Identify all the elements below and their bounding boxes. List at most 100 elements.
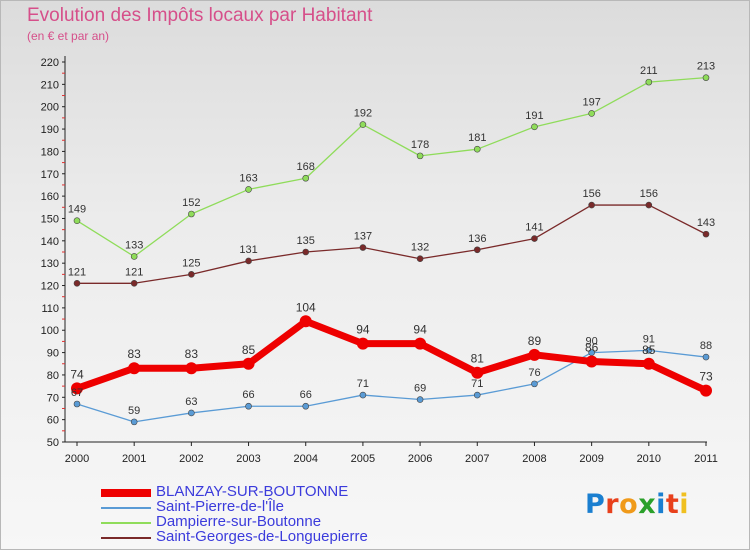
data-point xyxy=(245,257,252,265)
y-tick-label: 70 xyxy=(47,392,59,404)
y-tick-label: 220 xyxy=(41,57,59,69)
data-label: 125 xyxy=(182,257,200,269)
data-point xyxy=(416,255,424,263)
data-label: 74 xyxy=(70,367,84,381)
data-label: 156 xyxy=(640,188,658,200)
data-label: 63 xyxy=(185,396,197,408)
data-label: 132 xyxy=(411,242,429,254)
data-label: 71 xyxy=(471,378,483,390)
x-tick-label: 2011 xyxy=(694,453,718,465)
data-point xyxy=(531,123,538,131)
data-point xyxy=(128,362,141,375)
data-point xyxy=(585,355,598,368)
data-label: 135 xyxy=(297,235,315,247)
data-label: 133 xyxy=(125,239,143,251)
data-label: 59 xyxy=(128,405,140,417)
data-label: 66 xyxy=(242,389,254,401)
data-point xyxy=(645,347,653,354)
data-label: 83 xyxy=(128,347,142,361)
data-point xyxy=(188,409,195,417)
data-point xyxy=(702,230,710,238)
legend-swatch xyxy=(101,537,151,539)
legend-label: Dampierre-sur-Boutonne xyxy=(156,513,322,530)
data-label: 136 xyxy=(468,233,486,245)
y-tick-label: 60 xyxy=(47,415,59,427)
y-tick-label: 50 xyxy=(47,437,59,449)
data-label: 73 xyxy=(699,370,713,384)
data-point xyxy=(645,78,653,86)
data-point xyxy=(642,357,655,370)
data-point xyxy=(473,391,481,399)
series-line xyxy=(76,349,707,423)
data-label: 85 xyxy=(642,343,656,357)
data-point xyxy=(130,279,138,287)
x-tick-label: 2001 xyxy=(122,453,146,465)
chart-subtitle: (en € et par an) xyxy=(27,29,110,43)
y-tick-label: 110 xyxy=(41,303,59,315)
data-label: 81 xyxy=(471,352,485,366)
data-label: 86 xyxy=(585,341,599,355)
y-tick-label: 150 xyxy=(41,213,59,225)
y-tick-label: 200 xyxy=(41,102,59,114)
data-label: 71 xyxy=(357,378,369,390)
data-label: 152 xyxy=(182,197,200,209)
data-label: 192 xyxy=(354,108,372,120)
data-label: 66 xyxy=(300,389,312,401)
data-point xyxy=(71,382,83,395)
data-label: 178 xyxy=(411,139,429,151)
legend-swatch xyxy=(101,507,151,509)
y-tick-label: 180 xyxy=(41,146,59,158)
legend-label: Saint-Pierre-de-l'Île xyxy=(156,498,284,515)
x-tick-label: 2007 xyxy=(465,453,489,465)
legend-swatch xyxy=(101,489,151,497)
y-tick-label: 120 xyxy=(41,281,59,293)
data-label: 213 xyxy=(697,61,715,73)
x-tick-label: 2008 xyxy=(522,453,546,465)
data-label: 131 xyxy=(239,244,257,256)
data-label: 83 xyxy=(185,347,199,361)
data-point xyxy=(73,400,81,408)
data-point xyxy=(416,152,424,160)
x-tick-label: 2006 xyxy=(408,453,432,465)
x-tick-label: 2004 xyxy=(293,453,317,465)
data-label: 191 xyxy=(525,110,543,122)
data-label: 197 xyxy=(582,96,600,108)
y-tick-label: 100 xyxy=(41,325,59,337)
data-label: 94 xyxy=(413,323,427,337)
data-label: 181 xyxy=(468,132,486,144)
data-point xyxy=(414,337,427,350)
series-line xyxy=(73,317,710,395)
data-label: 69 xyxy=(414,383,426,395)
proxiti-logo: Proxiti xyxy=(585,489,690,520)
x-tick-label: 2005 xyxy=(351,453,375,465)
data-label: 149 xyxy=(68,204,86,216)
data-label: 104 xyxy=(296,300,316,314)
y-tick-label: 210 xyxy=(41,79,59,91)
data-point xyxy=(185,362,198,375)
data-point xyxy=(130,253,138,260)
chart-title: Evolution des Impôts locaux par Habitant xyxy=(27,5,373,26)
data-label: 163 xyxy=(239,172,257,184)
data-label: 76 xyxy=(528,367,540,379)
x-tick-label: 2009 xyxy=(579,453,603,465)
data-point xyxy=(302,174,310,182)
y-tick-label: 190 xyxy=(41,124,59,136)
data-label: 121 xyxy=(68,266,86,278)
y-tick-label: 170 xyxy=(41,169,59,181)
data-point xyxy=(302,248,310,256)
data-point xyxy=(359,391,367,399)
data-point xyxy=(356,337,369,350)
y-tick-label: 160 xyxy=(41,191,59,203)
data-label: 141 xyxy=(525,222,543,234)
data-point xyxy=(471,366,484,379)
data-point xyxy=(130,418,138,426)
data-label: 94 xyxy=(356,323,370,337)
x-tick-label: 2002 xyxy=(179,453,203,465)
y-tick-label: 90 xyxy=(47,348,59,360)
data-point xyxy=(588,110,595,117)
data-label: 143 xyxy=(697,217,715,229)
x-tick-label: 2000 xyxy=(65,453,89,465)
data-label: 67 xyxy=(71,387,83,399)
data-point xyxy=(188,271,195,278)
